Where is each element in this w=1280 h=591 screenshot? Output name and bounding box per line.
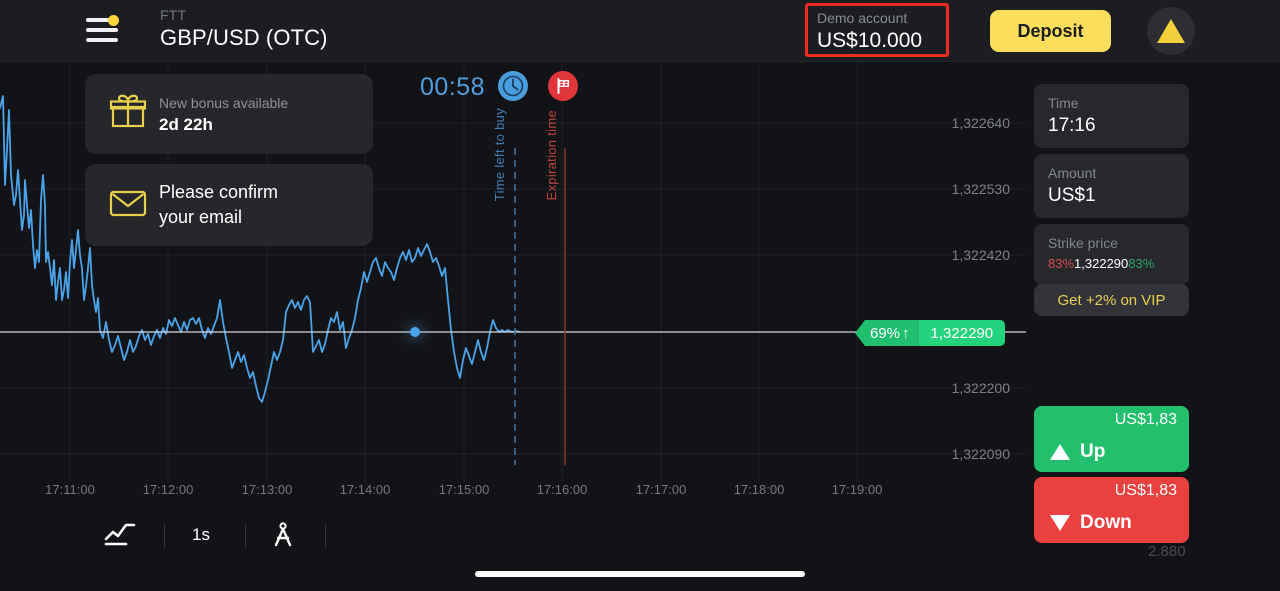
y-axis-tick: 1,322640 [951, 115, 1010, 131]
menu-bar-2 [86, 28, 118, 32]
toolbar-divider-1 [164, 524, 165, 548]
up-button-row: Up [1050, 441, 1105, 463]
up-button[interactable]: US$1,83 Up [1034, 406, 1189, 472]
gift-icon [107, 92, 151, 137]
strike-price-value: 1,322290 [1074, 256, 1129, 271]
triangle-avatar-icon [1157, 19, 1185, 43]
timeframe-label: 1s [192, 525, 210, 544]
up-payout-amount: US$1,83 [1114, 411, 1177, 428]
notification-email-line2: your email [159, 207, 243, 227]
x-axis-tick: 17:16:00 [536, 482, 588, 497]
grid-vertical [69, 62, 858, 482]
chart-type-button[interactable] [96, 518, 144, 552]
home-indicator[interactable] [475, 571, 805, 577]
time-value: 17:16 [1048, 115, 1096, 136]
timeframe-button[interactable]: 1s [178, 518, 224, 552]
badge-price-value: 1,322290 [918, 320, 1006, 346]
menu-notification-dot [108, 15, 119, 26]
x-axis-tick: 17:13:00 [241, 482, 293, 497]
amount-label: Amount [1048, 165, 1097, 181]
notification-bonus-subtitle: New bonus available [159, 94, 289, 111]
hamburger-menu-icon[interactable] [86, 15, 122, 46]
chart-toolbar: 1s [0, 510, 1026, 560]
y-axis-tick: 1,322090 [951, 446, 1010, 462]
strike-up-percent: 83% [1128, 256, 1155, 271]
toolbar-divider-2 [245, 524, 246, 548]
price-line [0, 95, 521, 403]
strike-price-field[interactable]: Strike price 83%1,32229083% [1034, 224, 1189, 285]
x-axis-tick: 17:11:00 [45, 482, 95, 497]
countdown-timer: 00:58 [420, 73, 486, 101]
down-button[interactable]: US$1,83 Down [1034, 477, 1189, 543]
price-chart[interactable] [0, 62, 1026, 510]
account-balance-value: US$10.000 [817, 29, 923, 52]
clock-icon[interactable] [498, 71, 528, 101]
account-type-label: Demo account [817, 10, 908, 26]
drawing-tools-icon [274, 522, 292, 547]
menu-bar-1 [86, 18, 114, 22]
amount-value: US$1 [1048, 185, 1096, 206]
menu-bar-3 [86, 38, 118, 42]
notification-bonus-time: 2d 22h [159, 114, 213, 134]
notification-bonus[interactable]: New bonus available 2d 22h [85, 74, 373, 154]
strike-price-label: Strike price [1048, 235, 1119, 251]
current-price-dot [410, 327, 420, 337]
x-axis-tick: 17:12:00 [142, 482, 194, 497]
badge-percent: 69% ↑ [865, 320, 919, 346]
arrow-up-icon [1050, 444, 1070, 460]
line-chart-icon [104, 523, 136, 546]
y-axis: 1,322640 1,322530 1,322420 1,322200 1,322090 [930, 62, 1026, 510]
strike-down-percent: 83% [1048, 256, 1075, 271]
x-axis-tick: 17:17:00 [635, 482, 687, 497]
toolbar-divider-3 [325, 524, 326, 548]
notification-email-text: Please confirm your email [159, 180, 278, 230]
deposit-button[interactable]: Deposit [990, 10, 1111, 52]
x-axis-tick: 17:15:00 [438, 482, 490, 497]
expiration-time-field[interactable]: Time 17:16 [1034, 84, 1189, 148]
x-axis: 17:11:00 17:12:00 17:13:00 17:14:00 17:15:00… [0, 482, 1026, 504]
trade-panel: Time 17:16 Amount US$1 Strike price 83%1… [1034, 84, 1189, 316]
down-payout-amount: US$1,83 [1114, 482, 1177, 499]
expiration-time-label: Expiration time [544, 110, 559, 201]
payout-note: 2.880 [1148, 543, 1186, 560]
down-label: Down [1080, 512, 1132, 533]
notification-bonus-text: New bonus available 2d 22h [159, 93, 288, 136]
current-price-badge[interactable]: 69% ↑ 1,322290 [855, 320, 1006, 346]
notification-email[interactable]: Please confirm your email [85, 164, 373, 246]
notification-email-line1: Please confirm [159, 182, 279, 202]
avatar[interactable] [1147, 7, 1195, 55]
up-label: Up [1080, 441, 1106, 462]
badge-arrow [855, 320, 865, 346]
asset-selector[interactable]: FTT GBP/USD (OTC) [160, 6, 328, 52]
asset-name-label: GBP/USD (OTC) [160, 25, 328, 50]
account-balance[interactable]: Demo account US$10.000 [817, 9, 922, 54]
envelope-icon [107, 186, 151, 225]
asset-group-label: FTT [160, 7, 187, 23]
balance-highlight-box: Demo account US$10.000 [805, 3, 949, 57]
arrow-down-icon [1050, 515, 1070, 531]
time-label: Time [1048, 95, 1079, 111]
drawing-tools-button[interactable] [260, 518, 306, 552]
x-axis-tick: 17:18:00 [733, 482, 785, 497]
badge-percent-value: 69% [870, 324, 901, 342]
y-axis-tick: 1,322530 [951, 181, 1010, 197]
flag-icon[interactable] [548, 71, 578, 101]
vip-upsell-button[interactable]: Get +2% on VIP [1034, 284, 1189, 316]
chart-canvas [0, 62, 1026, 482]
down-button-row: Down [1050, 512, 1132, 534]
x-axis-tick: 17:19:00 [831, 482, 883, 497]
time-left-to-buy-label: Time left to buy [492, 108, 507, 202]
app-header: FTT GBP/USD (OTC) Demo account US$10.000… [0, 0, 1280, 62]
y-axis-tick: 1,322200 [951, 380, 1010, 396]
y-axis-tick: 1,322420 [951, 247, 1010, 263]
x-axis-tick: 17:14:00 [339, 482, 391, 497]
strike-price-row: 83%1,32229083% [1048, 253, 1177, 275]
badge-direction-icon: ↑ [902, 324, 910, 342]
amount-field[interactable]: Amount US$1 [1034, 154, 1189, 218]
